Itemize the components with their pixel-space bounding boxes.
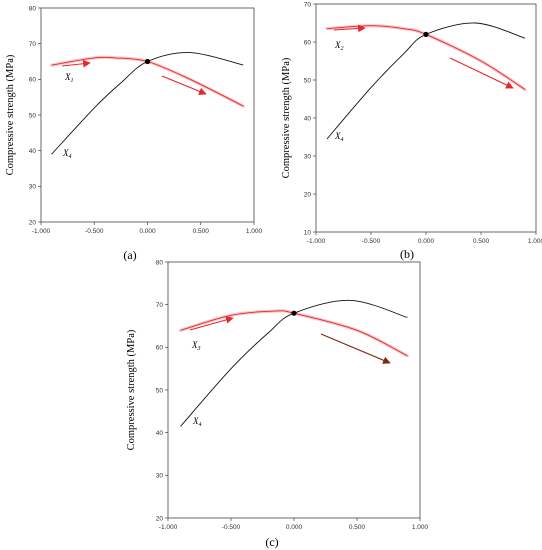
panel-a-x-tick-label: 1.000 bbox=[246, 228, 263, 235]
panel-a: -1.000 -0.500 0.000 0.500 1.000 20 30 40 50 60 70 8… bbox=[5, 5, 263, 262]
panel-a-y-tick-label: 20 bbox=[29, 219, 37, 226]
panel-c-y-tick-label: 70 bbox=[156, 302, 164, 309]
panel-c-series-label-subscript: 3 bbox=[197, 346, 201, 352]
panel-b-x-tick-label: -0.500 bbox=[362, 238, 381, 245]
panel-c-y-tick-label: 60 bbox=[156, 345, 164, 352]
panel-b-plot-frame bbox=[315, 3, 537, 233]
panel-c-series-label-X3: X3 bbox=[191, 340, 201, 352]
panel-c-series-X4-line bbox=[180, 299, 408, 427]
panel-b-x-tick-label: 1.000 bbox=[528, 238, 542, 245]
panel-a-y-tick-label: 60 bbox=[29, 77, 37, 84]
panel-c-x-tick-label: -0.500 bbox=[222, 524, 241, 531]
panel-b-direction-arrow-0 bbox=[333, 24, 366, 33]
panel-c-series-label-subscript: 4 bbox=[199, 421, 202, 428]
panel-a-plot-frame bbox=[40, 7, 255, 223]
panel-a-direction-arrow-0 bbox=[61, 59, 91, 68]
panel-b-y-tick-label: 40 bbox=[304, 115, 312, 122]
panel-a-y-tick-label: 30 bbox=[29, 184, 37, 191]
panel-a-series-label-X1: X1 bbox=[64, 72, 74, 84]
panel-c-direction-arrow-dark-0 bbox=[320, 333, 391, 364]
panel-a-y-tick-label: 40 bbox=[29, 148, 37, 155]
panel-a-series-X4-line bbox=[51, 52, 244, 155]
panel-c-panel-label: (c) bbox=[265, 535, 278, 549]
panel-a-center-point bbox=[144, 58, 151, 65]
panel-c-y-tick-label: 30 bbox=[156, 473, 164, 480]
panel-c-x-tick-label: 0.000 bbox=[286, 524, 303, 531]
panel-b-y-axis-label: Compressive strength (MPa) bbox=[281, 57, 292, 178]
panel-b-series-X2-line bbox=[326, 25, 526, 90]
panel-a-x-tick-label: 0.000 bbox=[139, 228, 156, 235]
panel-b-x-tick-label: 0.000 bbox=[418, 238, 435, 245]
panel-a-x-tick-label: 0.500 bbox=[193, 228, 210, 235]
panel-b-series-label-X4: X4 bbox=[334, 131, 344, 143]
panel-a-x-tick-label: -1.000 bbox=[32, 228, 51, 235]
panel-b-y-tick-label: 20 bbox=[304, 191, 312, 198]
panel-c-direction-arrow-0 bbox=[189, 316, 234, 331]
panel-b-y-tick-label: 10 bbox=[304, 229, 312, 236]
panel-c-x-tick-label: 0.500 bbox=[349, 524, 366, 531]
panel-b-y-tick-label: 70 bbox=[304, 1, 312, 8]
panel-a-y-tick-label: 80 bbox=[29, 5, 37, 12]
panel-a-x-tick-label: -0.500 bbox=[85, 228, 104, 235]
panel-c-series-label-X4: X4 bbox=[192, 416, 202, 428]
panel-b-y-tick-label: 60 bbox=[304, 39, 312, 46]
panel-c: -1.000 -0.500 0.000 0.500 1.000 20 30 40 50 60 70 8… bbox=[126, 259, 429, 549]
panel-c-y-tick-label: 40 bbox=[156, 430, 164, 437]
panel-c-y-axis-label: Compressive strength (MPa) bbox=[126, 329, 137, 450]
panel-b-series-label-subscript: 4 bbox=[341, 136, 344, 143]
panel-a-direction-arrow-1 bbox=[161, 75, 207, 95]
panel-b-x-tick-label: 0.500 bbox=[473, 238, 490, 245]
panel-c-center-point bbox=[291, 310, 297, 316]
panel-a-series-label-subscript: 4 bbox=[69, 153, 72, 160]
panel-a-series-X1-line bbox=[51, 56, 244, 107]
panel-a-y-tick-label: 70 bbox=[29, 41, 37, 48]
panel-a-series-label-subscript: 1 bbox=[71, 78, 74, 84]
panel-c-x-tick-label: -1.000 bbox=[159, 524, 178, 531]
panel-b-x-tick-label: -1.000 bbox=[307, 238, 326, 245]
panel-b-y-tick-label: 50 bbox=[304, 77, 312, 84]
panel-b: -1.000 -0.500 0.000 0.500 1.000 10 20 30 40 50 60 7… bbox=[281, 1, 542, 261]
panel-b-series-label-subscript: 2 bbox=[341, 46, 344, 52]
panel-c-y-tick-label: 50 bbox=[156, 387, 164, 394]
panel-b-direction-arrow-1 bbox=[449, 57, 514, 89]
panel-a-y-axis-label: Compressive strength (MPa) bbox=[5, 54, 16, 175]
panel-c-series-X3-line bbox=[180, 310, 408, 357]
panel-a-series-label-X4: X4 bbox=[62, 148, 72, 160]
panel-c-x-tick-label: 1.000 bbox=[412, 524, 429, 531]
panel-b-series-label-X2: X2 bbox=[334, 40, 344, 52]
panel-a-y-tick-label: 50 bbox=[29, 112, 37, 119]
panel-b-series-X4-line bbox=[326, 22, 526, 140]
panel-c-plot-frame bbox=[167, 261, 421, 519]
panel-a-panel-label: (a) bbox=[123, 248, 136, 262]
panel-c-y-tick-label: 20 bbox=[156, 515, 164, 522]
panel-b-y-tick-label: 30 bbox=[304, 153, 312, 160]
panel-c-y-tick-label: 80 bbox=[156, 259, 164, 266]
panel-b-panel-label: (b) bbox=[400, 247, 414, 261]
panel-b-center-point bbox=[423, 31, 429, 37]
